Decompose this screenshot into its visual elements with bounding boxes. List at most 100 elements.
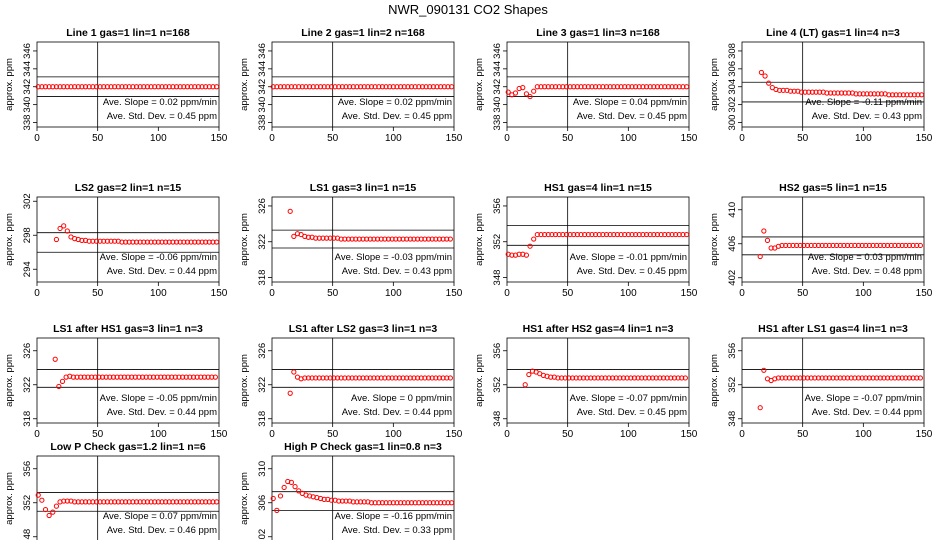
data-point: [848, 242, 854, 249]
data-point: [592, 84, 599, 90]
y-axis-label: approx. ppm: [474, 58, 485, 111]
data-point: [354, 84, 360, 90]
data-point: [577, 375, 583, 381]
data-point: [675, 375, 681, 381]
data-point: [571, 84, 577, 90]
data-point: [676, 84, 682, 90]
data-point: [387, 84, 393, 90]
x-tick-label: 100: [150, 133, 167, 144]
std-annotation: Ave. Std. Dev. = 0.45 ppm: [342, 111, 452, 122]
data-point: [314, 84, 320, 90]
data-point: [97, 84, 103, 90]
data-point: [783, 242, 789, 249]
data-point: [176, 374, 182, 380]
data-point: [440, 375, 446, 381]
std-annotation: Ave. Std. Dev. = 0.45 ppm: [107, 111, 217, 122]
data-point: [42, 84, 49, 90]
data-point: [143, 374, 149, 380]
data-point: [152, 499, 158, 505]
data-point: [595, 375, 601, 381]
data-point: [826, 242, 832, 249]
data-point: [433, 375, 439, 381]
data-point: [383, 500, 389, 506]
data-point: [349, 236, 355, 242]
data-point: [39, 84, 45, 90]
data-point: [53, 236, 60, 243]
data-point: [374, 236, 381, 242]
y-tick-label: 410: [727, 202, 738, 218]
y-tick-label: 302: [257, 529, 268, 540]
data-point: [309, 375, 315, 381]
data-point: [287, 390, 293, 396]
data-point: [837, 375, 843, 381]
data-point: [683, 84, 690, 90]
y-axis-label: approx. ppm: [4, 472, 15, 525]
data-point: [82, 499, 89, 505]
data-point: [42, 506, 49, 513]
data-point: [647, 84, 653, 90]
data-point: [545, 84, 551, 90]
x-tick-label: 50: [92, 288, 104, 299]
data-point: [658, 84, 664, 90]
data-point: [81, 374, 87, 380]
data-point: [339, 84, 345, 90]
data-point: [416, 500, 422, 506]
data-point: [64, 498, 70, 504]
data-point: [780, 87, 786, 93]
data-point: [892, 375, 898, 381]
data-point: [291, 233, 297, 239]
data-point: [181, 239, 187, 245]
data-point: [209, 374, 215, 380]
data-point: [90, 499, 96, 505]
data-point: [624, 375, 630, 381]
y-tick-label: 356: [492, 343, 503, 359]
data-point: [270, 84, 276, 90]
panel-title: HS1 gas=4 lin=1 n=15: [544, 182, 652, 194]
data-point: [130, 499, 136, 505]
data-point: [419, 500, 426, 506]
data-point: [790, 375, 796, 381]
x-tick-label: 100: [620, 288, 637, 299]
data-point: [791, 88, 797, 94]
data-point: [166, 499, 172, 505]
data-point: [658, 231, 664, 238]
panel-5: LS2 gas=2 lin=1 n=15 0 50 100 150 294 298 302 ap…: [4, 182, 228, 299]
y-tick-label: 352: [727, 377, 738, 393]
data-point: [900, 92, 906, 98]
data-point: [287, 208, 293, 214]
data-point: [434, 84, 440, 90]
panel-8: HS2 gas=5 lin=1 n=15 0 50 100 150 402 406 410 ap…: [709, 182, 933, 299]
data-point: [917, 242, 923, 249]
data-point: [166, 84, 172, 90]
data-point: [317, 84, 324, 90]
data-point: [613, 375, 619, 381]
data-point: [183, 374, 189, 380]
data-point: [444, 236, 450, 242]
data-point: [292, 484, 298, 490]
data-point: [817, 89, 823, 95]
data-point: [85, 374, 91, 380]
data-point: [374, 375, 381, 381]
data-point: [122, 84, 129, 90]
data-point: [764, 237, 771, 243]
data-point: [270, 495, 276, 502]
data-point: [79, 237, 85, 243]
data-point: [631, 375, 638, 381]
x-tick-label: 100: [620, 133, 637, 144]
data-point: [82, 84, 89, 90]
slope-annotation: Ave. Slope = 0.02 ppm/min: [338, 97, 452, 108]
data-point: [198, 374, 204, 380]
data-point: [133, 239, 140, 245]
data-point: [859, 375, 865, 381]
panel-title: HS2 gas=5 lin=1 n=15: [779, 182, 887, 194]
data-point: [893, 92, 899, 98]
data-point: [173, 84, 180, 90]
data-point: [170, 499, 176, 505]
data-point: [115, 499, 121, 505]
data-point: [372, 500, 378, 506]
y-tick-label: 306: [727, 61, 738, 77]
data-point: [877, 375, 883, 381]
data-point: [427, 84, 433, 90]
data-point: [600, 231, 606, 238]
